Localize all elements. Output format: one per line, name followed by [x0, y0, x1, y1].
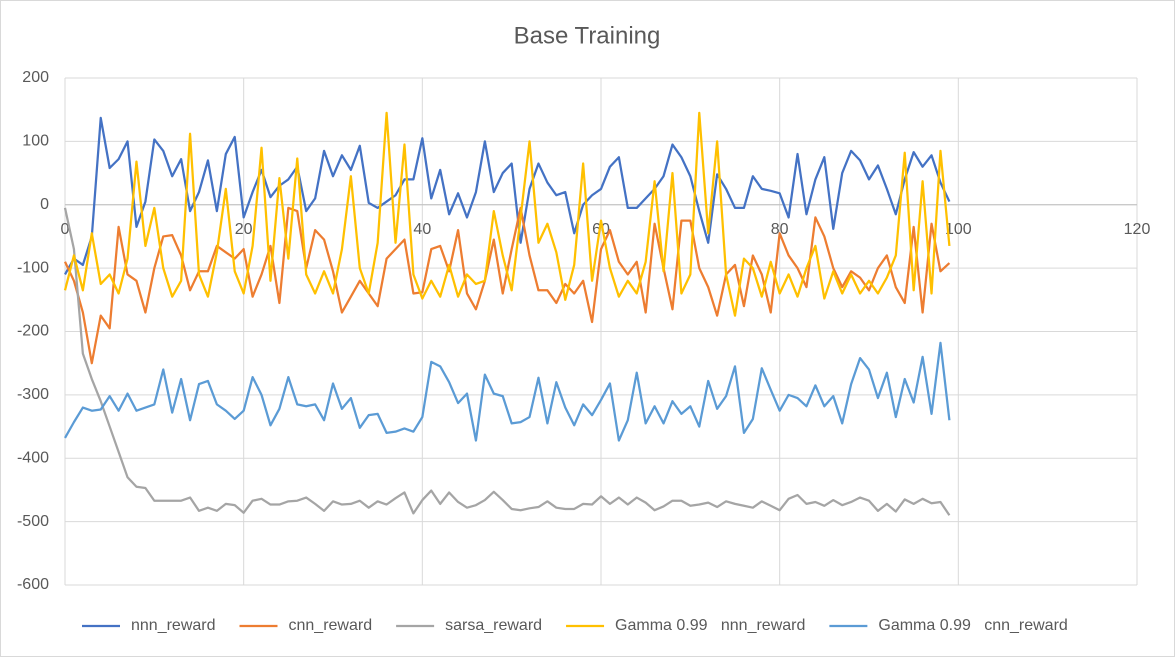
- x-tick-label: 20: [235, 221, 253, 238]
- legend-label: Gamma 0.99 nnn_reward: [615, 617, 805, 634]
- y-tick-label: -300: [17, 386, 49, 403]
- x-tick-label: 40: [413, 221, 431, 238]
- legend-label: nnn_reward: [131, 617, 216, 634]
- y-tick-label: -100: [17, 259, 49, 276]
- series-line: [63, 207, 951, 516]
- x-tick-label: 80: [771, 221, 789, 238]
- y-tick-label: 100: [22, 133, 49, 150]
- x-tick-label: 60: [592, 221, 610, 238]
- x-tick-label: 120: [1124, 221, 1151, 238]
- series-line: [64, 341, 951, 442]
- y-tick-label: 200: [22, 69, 49, 86]
- x-tick-label: 0: [61, 221, 70, 238]
- series-line: [64, 116, 951, 276]
- chart-title: Base Training: [514, 22, 661, 49]
- y-tick-label: -500: [17, 513, 49, 530]
- y-tick-label: -400: [17, 449, 49, 466]
- y-tick-label: 0: [40, 196, 49, 213]
- y-tick-label: -600: [17, 576, 49, 593]
- series-line: [63, 111, 951, 317]
- legend-label: Gamma 0.99 cnn_reward: [878, 617, 1067, 634]
- y-tick-label: -200: [17, 323, 49, 340]
- legend-label: sarsa_reward: [445, 617, 542, 634]
- x-tick-label: 100: [945, 221, 972, 238]
- legend-label: cnn_reward: [289, 617, 373, 634]
